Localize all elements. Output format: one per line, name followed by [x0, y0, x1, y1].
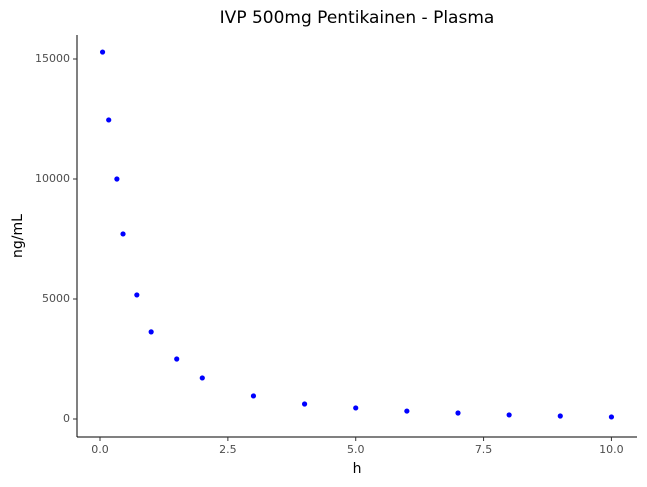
chart-title: IVP 500mg Pentikainen - Plasma: [220, 8, 495, 28]
point: [353, 405, 359, 411]
point: [174, 356, 180, 362]
y-tick-label: 0: [63, 412, 70, 425]
point: [99, 49, 106, 55]
point: [301, 401, 308, 407]
point: [148, 329, 154, 335]
x-axis-title: h: [353, 461, 362, 477]
point: [250, 393, 257, 399]
x-tick-label: 10.0: [599, 443, 624, 456]
y-tick-label: 15000: [35, 52, 70, 65]
x-tick-label: 2.5: [219, 443, 237, 456]
point: [114, 176, 120, 182]
point: [404, 408, 410, 414]
point: [455, 410, 461, 416]
point: [557, 413, 563, 419]
point: [199, 375, 205, 381]
point: [134, 292, 140, 298]
y-axis-title: ng/mL: [10, 214, 26, 258]
point: [106, 117, 112, 123]
x-tick-label: 7.5: [475, 443, 493, 456]
y-tick-label: 10000: [35, 172, 70, 185]
x-tick-label: 0.0: [91, 443, 109, 456]
point: [608, 414, 615, 420]
point: [506, 412, 512, 418]
y-tick-label: 5000: [42, 292, 70, 305]
point: [120, 231, 126, 237]
x-tick-label: 5.0: [347, 443, 365, 456]
